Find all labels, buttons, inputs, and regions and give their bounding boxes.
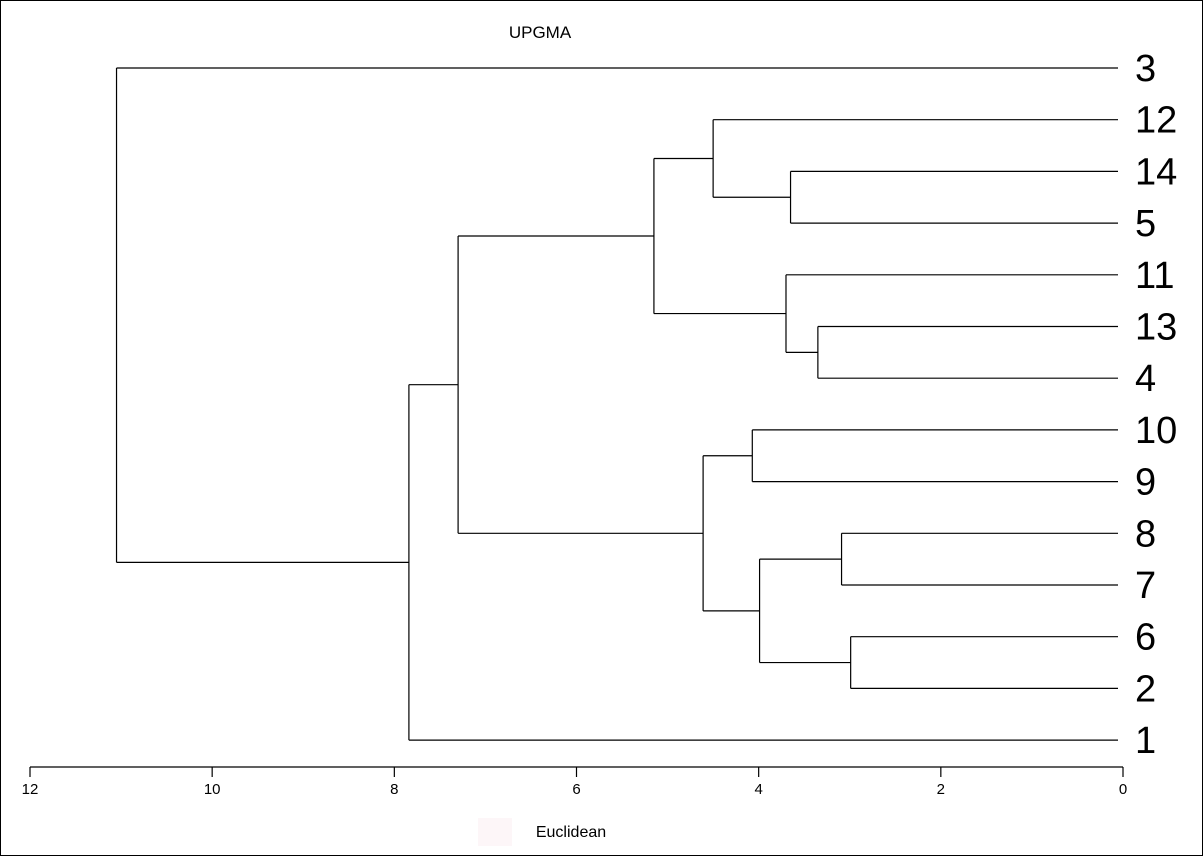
x-tick-label: 2 bbox=[937, 781, 945, 798]
leaf-label: 13 bbox=[1135, 307, 1177, 349]
x-tick-label: 10 bbox=[204, 781, 221, 798]
leaf-label: 1 bbox=[1135, 720, 1156, 762]
leaf-label: 12 bbox=[1135, 100, 1177, 142]
leaf-label: 6 bbox=[1135, 617, 1156, 659]
x-axis-label: Euclidean bbox=[536, 824, 606, 841]
leaf-label: 8 bbox=[1135, 513, 1156, 555]
leaf-label: 2 bbox=[1135, 668, 1156, 710]
leaf-label: 5 bbox=[1135, 203, 1156, 245]
x-axis: 12 10 8 6 4 2 0 bbox=[22, 766, 1127, 798]
x-tick-label: 12 bbox=[22, 781, 39, 798]
x-tick-label: 6 bbox=[572, 781, 580, 798]
x-tick-label: 8 bbox=[390, 781, 398, 798]
dendrogram-tree bbox=[115, 67, 1118, 741]
leaf-label: 10 bbox=[1135, 410, 1177, 452]
legend-swatch bbox=[478, 818, 512, 846]
leaf-label: 7 bbox=[1135, 565, 1156, 607]
leaf-label: 11 bbox=[1135, 255, 1174, 297]
leaf-label: 14 bbox=[1135, 151, 1177, 193]
leaf-labels: 3 12 14 5 11 13 4 10 9 8 7 6 2 1 bbox=[1135, 48, 1177, 762]
x-tick-label: 4 bbox=[754, 781, 762, 798]
leaf-label: 3 bbox=[1135, 48, 1156, 90]
leaf-label: 9 bbox=[1135, 462, 1156, 504]
x-tick-label: 0 bbox=[1119, 781, 1127, 798]
leaf-label: 4 bbox=[1135, 358, 1156, 400]
chart-title: UPGMA bbox=[509, 23, 572, 42]
